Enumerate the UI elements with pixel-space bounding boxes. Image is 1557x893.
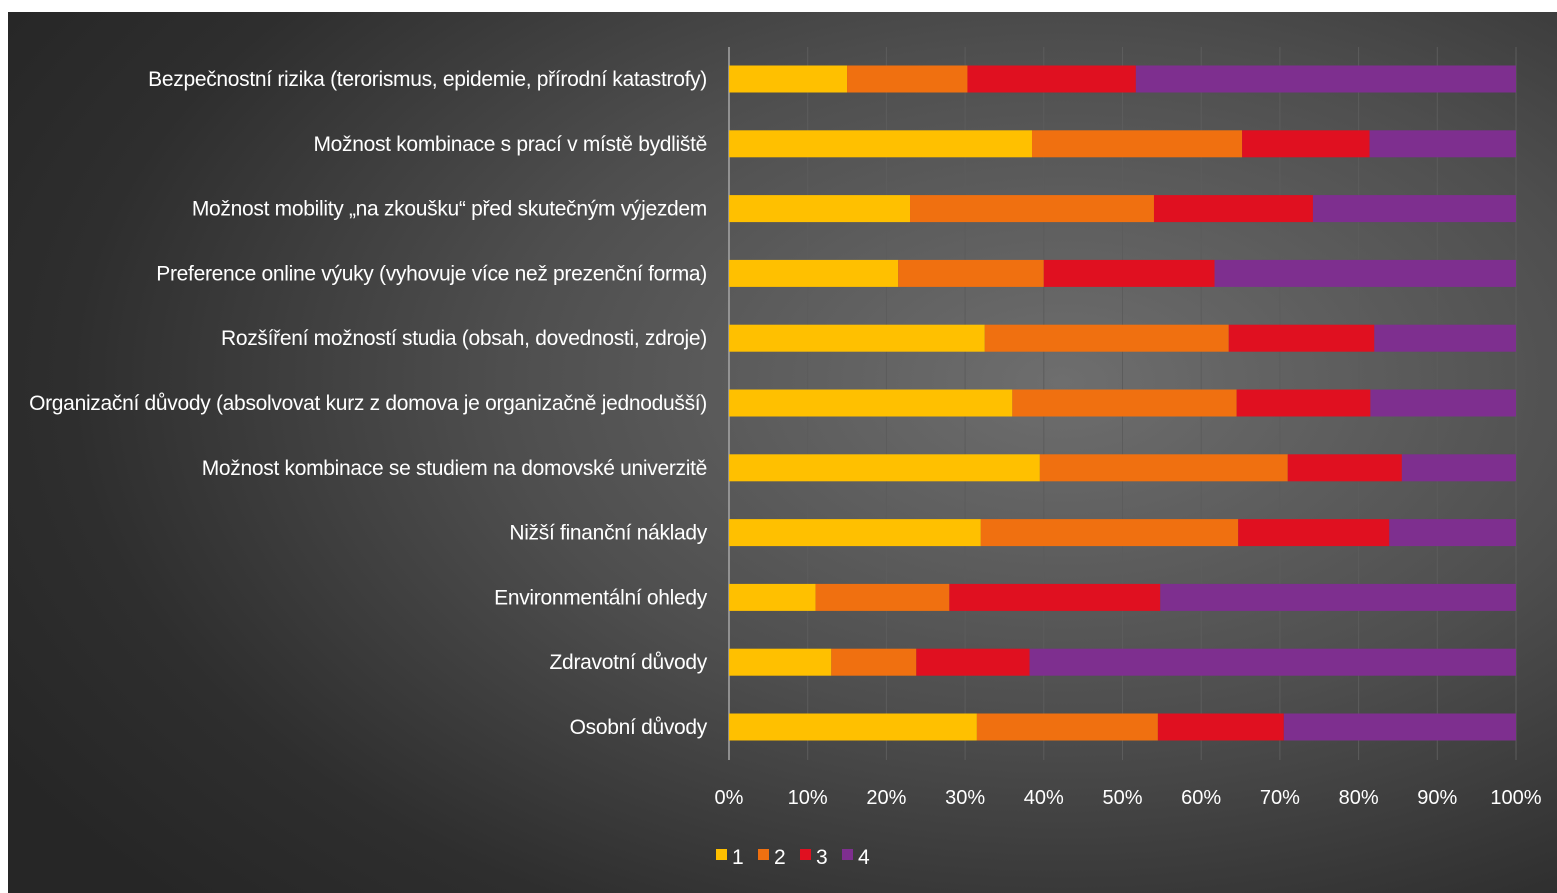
bar-segment-series-1	[729, 389, 1013, 417]
x-tick-label: 0%	[715, 787, 744, 809]
x-tick-label: 90%	[1417, 787, 1457, 809]
bar-segment-series-3	[949, 583, 1161, 611]
bar-segment-series-4	[1214, 259, 1516, 287]
legend-label: 2	[774, 846, 786, 869]
category-label: Možnost kombinace s prací v místě bydliš…	[313, 133, 707, 156]
chart-background	[8, 12, 1557, 893]
bar-segment-series-3	[1043, 259, 1215, 287]
category-label: Rozšíření možností studia (obsah, dovedn…	[221, 327, 707, 350]
x-tick-label: 80%	[1339, 787, 1379, 809]
bar-segment-series-4	[1135, 65, 1516, 93]
bar-segment-series-3	[916, 648, 1030, 676]
bar-segment-series-2	[831, 648, 917, 676]
bar-segment-series-4	[1389, 519, 1516, 547]
x-tick-label: 30%	[945, 787, 985, 809]
category-labels: Bezpečnostní rizika (terorismus, epidemi…	[29, 68, 708, 739]
bar-segment-series-1	[729, 648, 832, 676]
x-tick-label: 100%	[1490, 787, 1541, 809]
legend-label: 4	[858, 846, 870, 869]
bar-segment-series-1	[729, 195, 911, 223]
bars	[729, 65, 1516, 741]
bar-segment-series-4	[1369, 130, 1516, 158]
category-label: Možnost kombinace se studiem na domovské…	[202, 457, 707, 480]
x-tick-label: 20%	[866, 787, 906, 809]
bar-segment-series-4	[1160, 583, 1516, 611]
category-label: Environmentální ohledy	[494, 586, 708, 609]
bar-segment-series-2	[910, 195, 1154, 223]
legend-swatch	[800, 849, 811, 860]
bar-segment-series-1	[729, 454, 1040, 482]
bar-segment-series-2	[1031, 130, 1243, 158]
bar-segment-series-1	[729, 519, 981, 547]
legend-swatch	[842, 849, 853, 860]
x-tick-label: 10%	[788, 787, 828, 809]
bar-segment-series-3	[967, 65, 1136, 93]
bar-segment-series-4	[1029, 648, 1516, 676]
bar-segment-series-4	[1374, 324, 1516, 352]
x-tick-label: 60%	[1181, 787, 1221, 809]
x-axis-tick-labels: 0% 10% 20% 30% 40% 50% 60% 70% 80% 90% 100%	[715, 787, 1542, 809]
bar-segment-series-2	[847, 65, 968, 93]
category-label: Nižší finanční náklady	[509, 522, 707, 545]
bar-segment-series-3	[1242, 130, 1370, 158]
legend-swatch	[716, 849, 727, 860]
category-label: Možnost mobility „na zkoušku“ před skute…	[192, 198, 707, 221]
bar-segment-series-1	[729, 65, 848, 93]
bar-segment-series-2	[815, 583, 950, 611]
bar-segment-series-3	[1157, 713, 1284, 741]
bar-segment-series-2	[1012, 389, 1237, 417]
bar-segment-series-2	[1039, 454, 1288, 482]
bar-segment-series-2	[984, 324, 1229, 352]
legend: 1 2 3 4	[716, 846, 870, 869]
category-label: Bezpečnostní rizika (terorismus, epidemi…	[148, 68, 707, 91]
bar-segment-series-4	[1401, 454, 1516, 482]
category-label: Organizační důvody (absolvovat kurz z do…	[29, 392, 707, 415]
bar-segment-series-2	[898, 259, 1044, 287]
x-tick-label: 40%	[1024, 787, 1064, 809]
bar-segment-series-2	[980, 519, 1239, 547]
bar-segment-series-2	[976, 713, 1158, 741]
bar-segment-series-3	[1287, 454, 1402, 482]
bar-segment-series-1	[729, 130, 1032, 158]
x-tick-label: 70%	[1260, 787, 1300, 809]
bar-segment-series-3	[1228, 324, 1375, 352]
bar-segment-series-3	[1238, 519, 1390, 547]
bar-segment-series-1	[729, 324, 985, 352]
x-tick-label: 50%	[1102, 787, 1142, 809]
legend-label: 1	[732, 846, 744, 869]
bar-segment-series-1	[729, 583, 816, 611]
bar-segment-series-3	[1153, 195, 1313, 223]
bar-segment-series-3	[1236, 389, 1371, 417]
legend-label: 3	[816, 846, 828, 869]
category-label: Zdravotní důvody	[550, 651, 708, 674]
bar-segment-series-1	[729, 259, 899, 287]
bar-segment-series-4	[1312, 195, 1516, 223]
bar-segment-series-4	[1370, 389, 1516, 417]
bar-segment-series-1	[729, 713, 977, 741]
bar-segment-series-4	[1283, 713, 1516, 741]
category-label: Osobní důvody	[570, 716, 708, 739]
category-label: Preference online výuky (vyhovuje více n…	[156, 262, 707, 285]
legend-swatch	[758, 849, 769, 860]
